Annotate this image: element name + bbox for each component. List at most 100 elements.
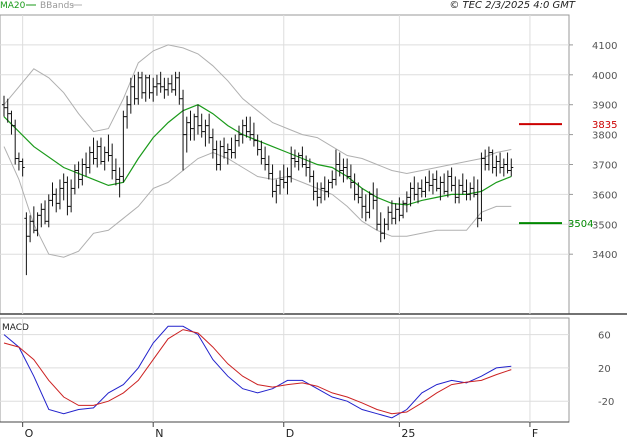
ohlc-bar [87, 146, 92, 174]
ohlc-bar [259, 140, 264, 165]
ohlc-bar [214, 140, 219, 171]
macd-signal-line [3, 329, 512, 415]
ohlc-bar [416, 182, 421, 204]
ohlc-bars-layer [2, 71, 514, 276]
ohlc-bar [2, 95, 6, 117]
ohlc-bar [360, 188, 365, 219]
levels-layer: 3835 3504 [519, 120, 617, 230]
ohlc-bar [57, 179, 62, 210]
ohlc-bar [181, 89, 186, 171]
ohlc-bar [438, 176, 443, 201]
ohlc-bar [442, 173, 447, 195]
ohlc-bar [289, 146, 294, 183]
price-tick-label: 4000 [592, 71, 617, 82]
ohlc-bar [236, 125, 241, 147]
ohlc-bar [453, 176, 458, 204]
price-tick-label: 3600 [592, 190, 617, 201]
bbands-upper-line [3, 44, 512, 175]
ohlc-bar [199, 113, 204, 138]
copyright-text: © TEC 2/3/2025 4:0 GMT [449, 0, 576, 11]
ohlc-bar [300, 146, 305, 168]
ohlc-bar [184, 116, 189, 153]
ohlc-bar [494, 155, 499, 177]
ohlc-bar [20, 158, 25, 177]
ohlc-bar [352, 173, 357, 201]
ohlc-bar [464, 179, 469, 201]
ohlc-bar [333, 149, 338, 186]
ohlc-bar [475, 179, 480, 228]
price-grid: 3400 3500 3600 3700 3800 3900 4000 4100 [0, 41, 617, 261]
bbands-lower-line [3, 146, 512, 258]
ohlc-bar [468, 182, 473, 201]
ohlc-bar [61, 173, 66, 201]
ohlc-bar [98, 137, 103, 165]
ohlc-bar [225, 143, 230, 165]
ohlc-bar [274, 179, 279, 204]
ohlc-bar [147, 74, 152, 99]
bbands-layer [3, 44, 512, 258]
macd-panel-frame [0, 317, 570, 423]
ohlc-bar [50, 182, 55, 207]
ohlc-bar [471, 176, 476, 198]
month-label: 25 [401, 427, 415, 440]
ohlc-bar [337, 152, 342, 177]
ohlc-bar [505, 152, 510, 174]
ohlc-bar [356, 182, 361, 204]
ohlc-bar [263, 146, 268, 171]
ohlc-bar [326, 179, 331, 198]
month-label: N [155, 427, 163, 440]
ma20-layer [3, 104, 512, 206]
ohlc-bar [251, 122, 256, 147]
ohlc-bar [162, 77, 167, 99]
ohlc-bar [24, 212, 29, 276]
ohlc-bar [69, 179, 74, 213]
ohlc-bar [195, 104, 200, 135]
month-label: F [532, 427, 538, 440]
ohlc-bar [16, 152, 21, 171]
ohlc-bar [210, 128, 215, 159]
ohlc-bar [278, 170, 283, 195]
ohlc-bar [378, 212, 383, 243]
ohlc-bar [192, 113, 197, 141]
ohlc-bar [345, 158, 350, 180]
ohlc-bar [9, 110, 14, 135]
ohlc-bar [54, 188, 59, 213]
ohlc-bar [460, 173, 465, 195]
ohlc-bar [311, 170, 316, 201]
ohlc-bar [173, 71, 178, 96]
month-labels: OND25FM [25, 427, 539, 440]
ma20-line [3, 104, 512, 206]
month-label: O [25, 427, 34, 440]
ohlc-bar [498, 152, 503, 174]
ohlc-bar [154, 74, 159, 96]
support-level-label: 3504 [568, 219, 593, 230]
ohlc-bar [65, 176, 70, 216]
ohlc-bar [143, 74, 148, 102]
ohlc-bar [363, 194, 368, 222]
ohlc-bar [125, 95, 130, 129]
macd-tick-label: 60 [598, 331, 611, 342]
ohlc-bar [408, 182, 413, 207]
ohlc-bar [315, 182, 320, 207]
ohlc-bar [419, 179, 424, 198]
ohlc-bar [281, 164, 286, 189]
ohlc-bar [285, 167, 290, 195]
ohlc-bar [132, 74, 137, 105]
ohlc-bar [348, 164, 353, 189]
ohlc-bar [397, 197, 402, 222]
ohlc-bar [434, 170, 439, 192]
ohlc-bar [386, 206, 391, 231]
ohlc-bar [76, 161, 81, 189]
ohlc-bar [296, 152, 301, 171]
ohlc-bar [486, 146, 491, 171]
ohlc-bar [31, 206, 36, 234]
ohlc-bar [136, 71, 141, 105]
ohlc-bar [322, 176, 327, 201]
price-tick-label: 3500 [592, 220, 617, 231]
ohlc-bar [188, 110, 193, 141]
ohlc-bar [319, 182, 324, 204]
ohlc-bar [412, 176, 417, 201]
ohlc-bar [102, 146, 107, 171]
ohlc-bar [270, 164, 275, 198]
